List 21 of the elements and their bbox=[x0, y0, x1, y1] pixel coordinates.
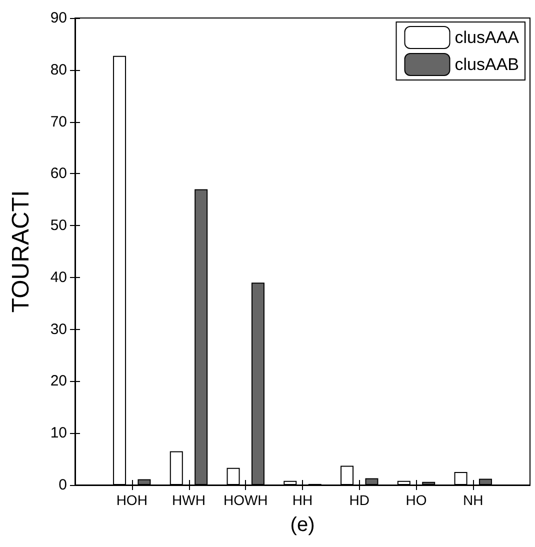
y-tick-label: 50 bbox=[50, 217, 67, 234]
y-tick-label: 20 bbox=[50, 372, 67, 390]
x-tick-label: HOH bbox=[116, 492, 148, 508]
y-tick-label: 80 bbox=[50, 61, 67, 78]
y-tick-label: 90 bbox=[50, 10, 67, 26]
x-tick-label: HOWH bbox=[223, 492, 268, 508]
x-tick-label: HH bbox=[292, 492, 313, 508]
x-tick-label: HD bbox=[349, 492, 370, 508]
x-axis-title: (e) bbox=[290, 514, 315, 536]
y-tick-label: 60 bbox=[50, 165, 67, 182]
y-tick-label: 30 bbox=[50, 320, 67, 338]
y-axis-title: TOURACTI bbox=[8, 190, 34, 313]
legend-label: clusAAB bbox=[454, 55, 519, 74]
x-tick-label: HWH bbox=[172, 492, 206, 508]
y-tick-label: 40 bbox=[50, 268, 67, 286]
x-tick-label: NH bbox=[463, 492, 484, 508]
y-tick-label: 10 bbox=[50, 424, 67, 442]
x-tick-label: HO bbox=[406, 492, 427, 508]
legend-label: clusAAA bbox=[454, 28, 520, 47]
y-tick-label: 0 bbox=[58, 476, 67, 494]
y-tick-label: 70 bbox=[50, 113, 67, 130]
